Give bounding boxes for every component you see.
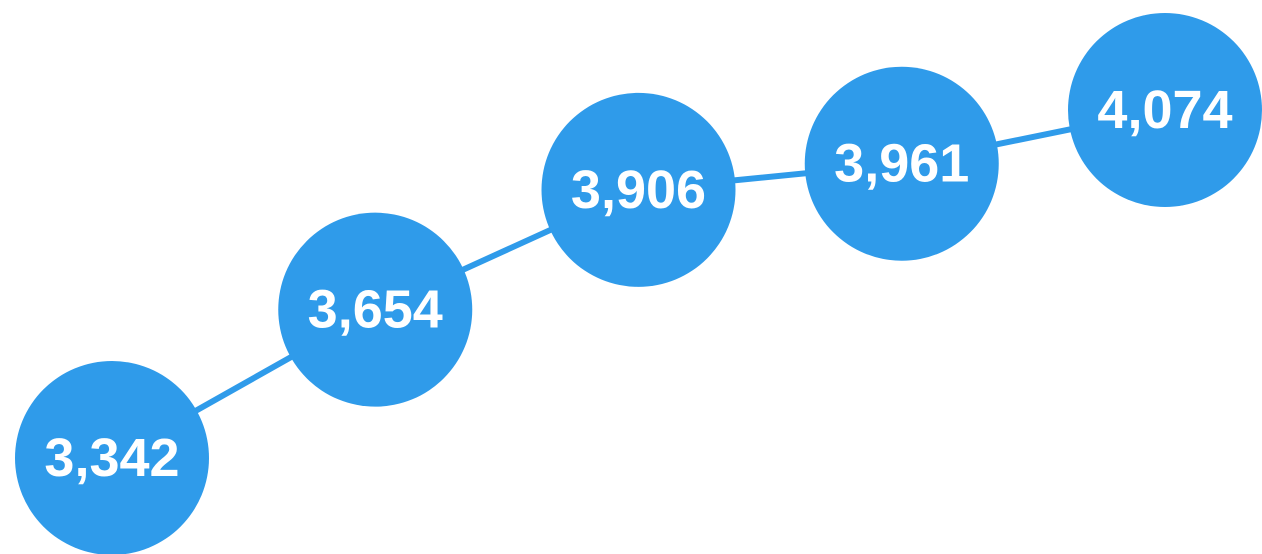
data-point	[541, 92, 736, 287]
data-point	[278, 212, 473, 407]
data-label: 3,961	[834, 134, 969, 194]
data-label: 4,074	[1097, 80, 1232, 140]
data-label: 3,342	[44, 428, 179, 488]
data-point	[804, 66, 999, 261]
data-label: 3,906	[571, 160, 706, 220]
data-label: 3,654	[308, 280, 443, 340]
data-point	[1068, 13, 1262, 207]
data-point	[15, 361, 209, 554]
